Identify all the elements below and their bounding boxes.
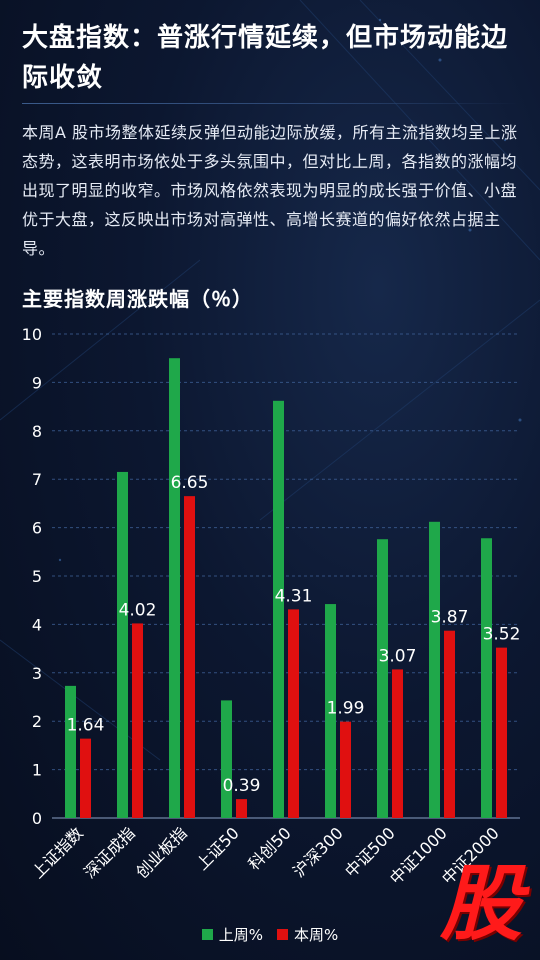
y-tick-label-7: 7: [32, 470, 42, 489]
bar-this-week-3: [236, 799, 247, 818]
data-label-5: 1.99: [327, 699, 365, 719]
bar-last-week-5: [325, 604, 336, 818]
chart-title: 主要指数周涨跌幅（％）: [22, 287, 253, 311]
x-tick-label-5: 沪深300: [289, 823, 347, 881]
bar-this-week-1: [132, 623, 143, 818]
bar-last-week-6: [377, 539, 388, 818]
x-tick-label-0: 上证指数: [28, 823, 87, 882]
legend-swatch-this-week: [277, 929, 288, 940]
data-label-1: 4.02: [119, 600, 157, 620]
bar-this-week-7: [444, 630, 455, 818]
y-tick-label-10: 10: [22, 325, 42, 344]
bar-this-week-8: [496, 647, 507, 818]
article-title: 大盘指数：普涨行情延续，但市场动能边际收敛: [22, 23, 509, 93]
y-tick-label-8: 8: [32, 422, 42, 441]
bar-last-week-8: [481, 538, 492, 818]
y-tick-label-2: 2: [32, 712, 42, 731]
title-divider: [22, 103, 520, 104]
data-label-6: 3.07: [379, 646, 417, 666]
legend-label-this-week: 本周%: [294, 926, 339, 944]
bar-last-week-2: [169, 358, 180, 818]
y-tick-label-3: 3: [32, 664, 42, 683]
x-tick-label-4: 科创50: [244, 823, 294, 873]
y-tick-label-0: 0: [32, 809, 42, 828]
chart-legend: 上周% 本周%: [0, 924, 540, 945]
data-label-7: 3.87: [431, 608, 469, 628]
bar-this-week-6: [392, 669, 403, 818]
bar-last-week-7: [429, 521, 440, 818]
y-tick-label-6: 6: [32, 519, 42, 538]
data-label-0: 1.64: [67, 716, 105, 736]
y-tick-label-1: 1: [32, 761, 42, 780]
data-label-8: 3.52: [483, 625, 521, 645]
article-body: 本周A 股市场整体延续反弹但动能边际放缓，所有主流指数均呈上涨态势，这表明市场依…: [22, 123, 518, 258]
legend-swatch-last-week: [201, 929, 213, 940]
x-tick-label-1: 深证成指: [80, 823, 139, 882]
bar-last-week-1: [117, 471, 128, 818]
data-label-3: 0.39: [223, 776, 261, 796]
legend-label-last-week: 上周%: [218, 926, 263, 944]
legend-item-last-week: 上周%: [201, 924, 263, 945]
legend-item-this-week: 本周%: [277, 924, 338, 945]
bar-this-week-5: [340, 721, 351, 818]
bar-last-week-0: [65, 685, 76, 818]
bar-chart: 0 1 2 3 4 5 6 7 8 9 10 1.64 上证指数 4.02 深证成指 6.65 创业板指 0.39…: [22, 325, 521, 888]
y-tick-label-9: 9: [32, 373, 42, 392]
x-tick-label-2: 创业板指: [132, 823, 191, 882]
data-label-4: 4.31: [275, 586, 313, 606]
bar-this-week-0: [80, 738, 91, 818]
bar-this-week-4: [288, 609, 299, 818]
y-tick-label-5: 5: [32, 567, 42, 586]
data-label-2: 6.65: [171, 473, 209, 493]
y-tick-label-4: 4: [32, 615, 42, 634]
x-tick-label-3: 上证50: [192, 823, 242, 873]
bar-last-week-3: [221, 700, 232, 818]
bar-last-week-4: [273, 400, 284, 818]
bar-this-week-2: [184, 496, 195, 818]
watermark-logo: 股: [440, 857, 522, 952]
